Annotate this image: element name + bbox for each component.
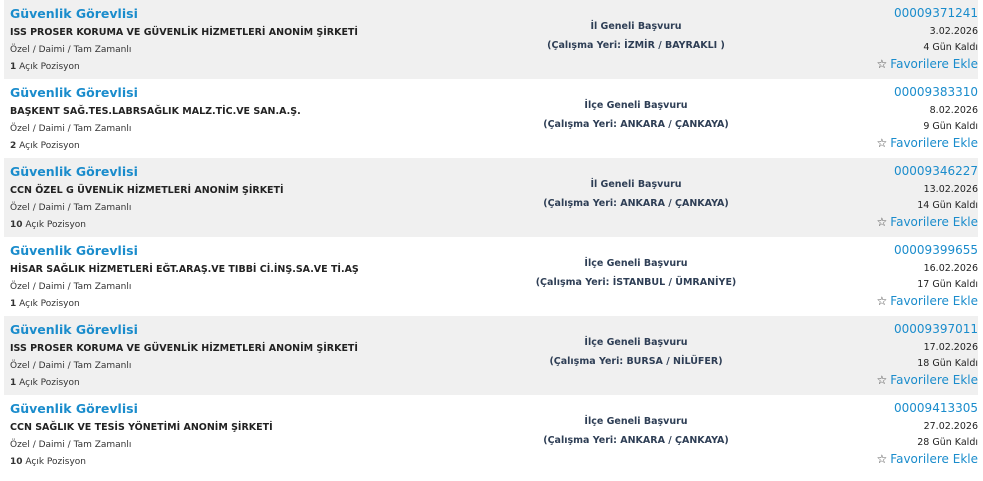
application-scope: İl Geneli Başvuru bbox=[590, 179, 682, 190]
employment-type: Özel / Daimi / Tam Zamanlı bbox=[10, 361, 132, 371]
job-id-link[interactable]: 00009399655 bbox=[894, 243, 978, 257]
position-count: 10 bbox=[10, 457, 23, 467]
job-title-link[interactable]: Güvenlik Görevlisi bbox=[10, 243, 138, 258]
open-positions: 2 Açık Pozisyon bbox=[10, 141, 80, 151]
application-scope: İlçe Geneli Başvuru bbox=[584, 416, 688, 427]
job-row[interactable]: Güvenlik Görevlisi HİSAR SAĞLIK HİZMETLE… bbox=[4, 237, 978, 316]
position-count: 1 bbox=[10, 378, 17, 388]
open-positions: 10 Açık Pozisyon bbox=[10, 220, 86, 230]
add-to-favorites-button[interactable]: ☆ Favorilere Ekle bbox=[877, 294, 978, 308]
position-count: 1 bbox=[10, 62, 17, 72]
open-positions: 1 Açık Pozisyon bbox=[10, 378, 80, 388]
position-label: Açık Pozisyon bbox=[25, 457, 86, 467]
job-id-link[interactable]: 00009371241 bbox=[894, 6, 978, 20]
application-scope: İl Geneli Başvuru bbox=[590, 21, 682, 32]
star-outline-icon: ☆ bbox=[876, 294, 888, 308]
days-remaining: 9 Gün Kaldı bbox=[923, 121, 978, 132]
work-location: (Çalışma Yeri: İSTANBUL / ÜMRANİYE) bbox=[535, 277, 737, 288]
job-row[interactable]: Güvenlik Görevlisi CCN SAĞLIK VE TESİS Y… bbox=[4, 395, 978, 474]
work-location: (Çalışma Yeri: İZMİR / BAYRAKLI ) bbox=[547, 40, 725, 51]
add-to-favorites-button[interactable]: ☆ Favorilere Ekle bbox=[877, 215, 978, 229]
position-label: Açık Pozisyon bbox=[19, 62, 80, 72]
favorites-label: Favorilere Ekle bbox=[890, 452, 978, 466]
company-name: ISS PROSER KORUMA VE GÜVENLİK HİZMETLERİ… bbox=[10, 343, 358, 354]
job-title-link[interactable]: Güvenlik Görevlisi bbox=[10, 6, 138, 21]
employment-type: Özel / Daimi / Tam Zamanlı bbox=[10, 45, 132, 55]
job-id-link[interactable]: 00009397011 bbox=[894, 322, 978, 336]
position-label: Açık Pozisyon bbox=[19, 299, 80, 309]
job-title-link[interactable]: Güvenlik Görevlisi bbox=[10, 85, 138, 100]
open-positions: 1 Açık Pozisyon bbox=[10, 62, 80, 72]
star-outline-icon: ☆ bbox=[876, 215, 888, 229]
add-to-favorites-button[interactable]: ☆ Favorilere Ekle bbox=[877, 136, 978, 150]
company-name: BAŞKENT SAĞ.TES.LABRSAĞLIK MALZ.TİC.VE S… bbox=[10, 106, 301, 117]
favorites-label: Favorilere Ekle bbox=[890, 136, 978, 150]
job-row[interactable]: Güvenlik Görevlisi ISS PROSER KORUMA VE … bbox=[4, 0, 978, 79]
days-remaining: 28 Gün Kaldı bbox=[917, 437, 978, 448]
star-outline-icon: ☆ bbox=[876, 373, 888, 387]
days-remaining: 18 Gün Kaldı bbox=[917, 358, 978, 369]
deadline-date: 17.02.2026 bbox=[923, 342, 978, 353]
deadline-date: 13.02.2026 bbox=[923, 184, 978, 195]
job-id-link[interactable]: 00009383310 bbox=[894, 85, 978, 99]
days-remaining: 17 Gün Kaldı bbox=[917, 279, 978, 290]
position-count: 2 bbox=[10, 141, 17, 151]
employment-type: Özel / Daimi / Tam Zamanlı bbox=[10, 440, 132, 450]
application-scope: İlçe Geneli Başvuru bbox=[584, 100, 688, 111]
work-location: (Çalışma Yeri: ANKARA / ÇANKAYA) bbox=[543, 435, 729, 446]
job-id-link[interactable]: 00009413305 bbox=[894, 401, 978, 415]
star-outline-icon: ☆ bbox=[876, 452, 888, 466]
position-label: Açık Pozisyon bbox=[25, 220, 86, 230]
open-positions: 1 Açık Pozisyon bbox=[10, 299, 80, 309]
job-row[interactable]: Güvenlik Görevlisi ISS PROSER KORUMA VE … bbox=[4, 316, 978, 395]
job-id-link[interactable]: 00009346227 bbox=[894, 164, 978, 178]
application-scope: İlçe Geneli Başvuru bbox=[584, 258, 688, 269]
days-remaining: 14 Gün Kaldı bbox=[917, 200, 978, 211]
company-name: HİSAR SAĞLIK HİZMETLERİ EĞT.ARAŞ.VE TIBB… bbox=[10, 264, 359, 275]
deadline-date: 16.02.2026 bbox=[923, 263, 978, 274]
job-title-link[interactable]: Güvenlik Görevlisi bbox=[10, 322, 138, 337]
employment-type: Özel / Daimi / Tam Zamanlı bbox=[10, 282, 132, 292]
position-label: Açık Pozisyon bbox=[19, 378, 80, 388]
favorites-label: Favorilere Ekle bbox=[890, 294, 978, 308]
open-positions: 10 Açık Pozisyon bbox=[10, 457, 86, 467]
job-list: Güvenlik Görevlisi ISS PROSER KORUMA VE … bbox=[4, 0, 978, 474]
company-name: ISS PROSER KORUMA VE GÜVENLİK HİZMETLERİ… bbox=[10, 27, 358, 38]
employment-type: Özel / Daimi / Tam Zamanlı bbox=[10, 124, 132, 134]
days-remaining: 4 Gün Kaldı bbox=[923, 42, 978, 53]
add-to-favorites-button[interactable]: ☆ Favorilere Ekle bbox=[877, 452, 978, 466]
add-to-favorites-button[interactable]: ☆ Favorilere Ekle bbox=[877, 373, 978, 387]
job-title-link[interactable]: Güvenlik Görevlisi bbox=[10, 164, 138, 179]
work-location: (Çalışma Yeri: ANKARA / ÇANKAYA) bbox=[543, 198, 729, 209]
position-count: 1 bbox=[10, 299, 17, 309]
job-title-link[interactable]: Güvenlik Görevlisi bbox=[10, 401, 138, 416]
favorites-label: Favorilere Ekle bbox=[890, 215, 978, 229]
employment-type: Özel / Daimi / Tam Zamanlı bbox=[10, 203, 132, 213]
position-label: Açık Pozisyon bbox=[19, 141, 80, 151]
add-to-favorites-button[interactable]: ☆ Favorilere Ekle bbox=[877, 57, 978, 71]
deadline-date: 3.02.2026 bbox=[929, 26, 978, 37]
application-scope: İlçe Geneli Başvuru bbox=[584, 337, 688, 348]
company-name: CCN ÖZEL G ÜVENLİK HİZMETLERİ ANONİM ŞİR… bbox=[10, 185, 284, 196]
deadline-date: 8.02.2026 bbox=[929, 105, 978, 116]
position-count: 10 bbox=[10, 220, 23, 230]
favorites-label: Favorilere Ekle bbox=[890, 373, 978, 387]
favorites-label: Favorilere Ekle bbox=[890, 57, 978, 71]
job-row[interactable]: Güvenlik Görevlisi BAŞKENT SAĞ.TES.LABRS… bbox=[4, 79, 978, 158]
company-name: CCN SAĞLIK VE TESİS YÖNETİMİ ANONİM ŞİRK… bbox=[10, 422, 273, 433]
star-outline-icon: ☆ bbox=[876, 136, 888, 150]
deadline-date: 27.02.2026 bbox=[923, 421, 978, 432]
star-outline-icon: ☆ bbox=[876, 57, 888, 71]
work-location: (Çalışma Yeri: ANKARA / ÇANKAYA) bbox=[543, 119, 729, 130]
work-location: (Çalışma Yeri: BURSA / NİLÜFER) bbox=[549, 356, 723, 367]
job-row[interactable]: Güvenlik Görevlisi CCN ÖZEL G ÜVENLİK Hİ… bbox=[4, 158, 978, 237]
